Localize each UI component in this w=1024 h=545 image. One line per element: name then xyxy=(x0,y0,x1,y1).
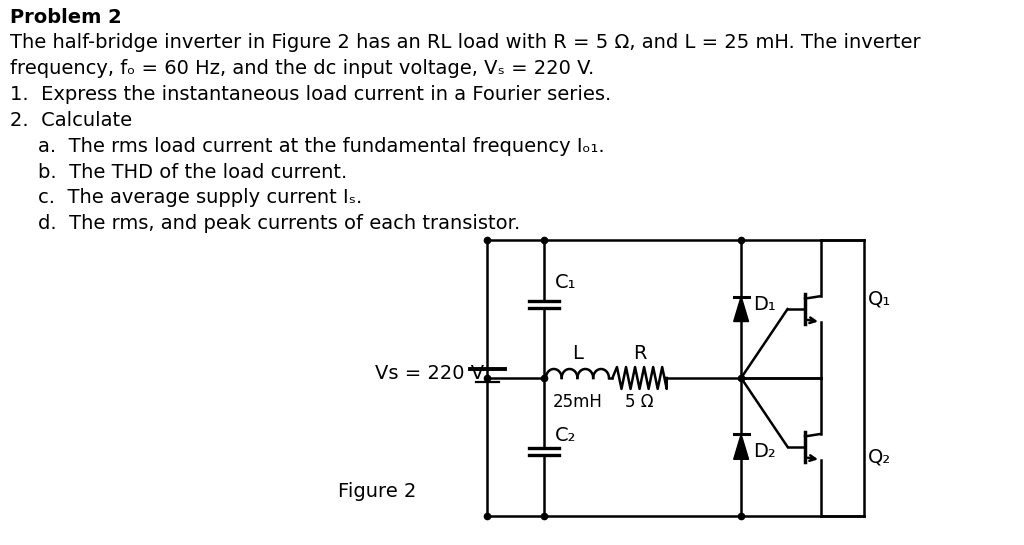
Text: d.  The rms, and peak currents of each transistor.: d. The rms, and peak currents of each tr… xyxy=(38,214,520,233)
Text: 2.  Calculate: 2. Calculate xyxy=(10,111,132,130)
Text: frequency, fₒ = 60 Hz, and the dc input voltage, Vₛ = 220 V.: frequency, fₒ = 60 Hz, and the dc input … xyxy=(10,59,594,78)
Text: c.  The average supply current Iₛ.: c. The average supply current Iₛ. xyxy=(38,189,362,208)
Text: 5 Ω: 5 Ω xyxy=(626,393,654,411)
Polygon shape xyxy=(733,434,749,459)
Text: D₂: D₂ xyxy=(754,443,776,461)
Text: 1.  Express the instantaneous load current in a Fourier series.: 1. Express the instantaneous load curren… xyxy=(10,85,611,104)
Text: L: L xyxy=(572,343,583,362)
Text: R: R xyxy=(633,343,646,362)
Text: Figure 2: Figure 2 xyxy=(339,482,417,501)
Text: b.  The THD of the load current.: b. The THD of the load current. xyxy=(38,162,347,181)
Text: C₂: C₂ xyxy=(555,426,577,445)
Text: Q₁: Q₁ xyxy=(868,289,891,308)
Text: Problem 2: Problem 2 xyxy=(10,8,122,27)
Text: 25mH: 25mH xyxy=(553,393,602,411)
Text: C₁: C₁ xyxy=(555,272,577,292)
Text: a.  The rms load current at the fundamental frequency Iₒ₁.: a. The rms load current at the fundament… xyxy=(38,137,605,156)
Polygon shape xyxy=(733,296,749,322)
Text: D₁: D₁ xyxy=(754,295,776,313)
Text: Vs = 220 V: Vs = 220 V xyxy=(375,365,484,384)
Text: The half-bridge inverter in Figure 2 has an RL load with R = 5 Ω, and L = 25 mH.: The half-bridge inverter in Figure 2 has… xyxy=(10,33,921,52)
Text: Q₂: Q₂ xyxy=(868,447,891,467)
